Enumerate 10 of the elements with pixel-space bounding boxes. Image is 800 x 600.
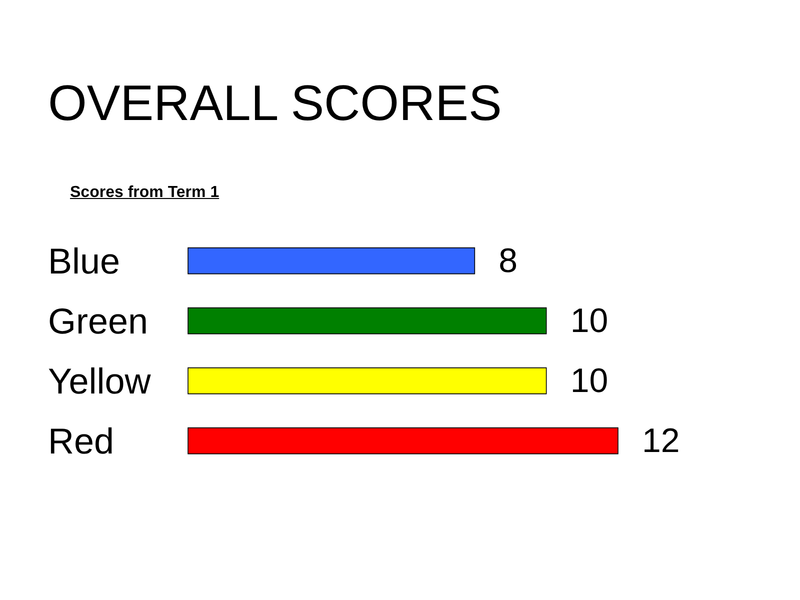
y-tick-label: Yellow [48,360,152,402]
chart-subtitle: Scores from Term 1 [70,184,220,201]
data-label: 10 [570,302,608,340]
y-tick-label: Blue [48,240,120,282]
y-tick-label: Red [48,420,114,462]
data-label: 12 [642,422,680,460]
data-label: 8 [498,242,518,280]
data-label: 10 [570,362,608,400]
chart-title: OVERALL SCORES [47,74,503,131]
y-tick-label: Green [48,300,148,342]
